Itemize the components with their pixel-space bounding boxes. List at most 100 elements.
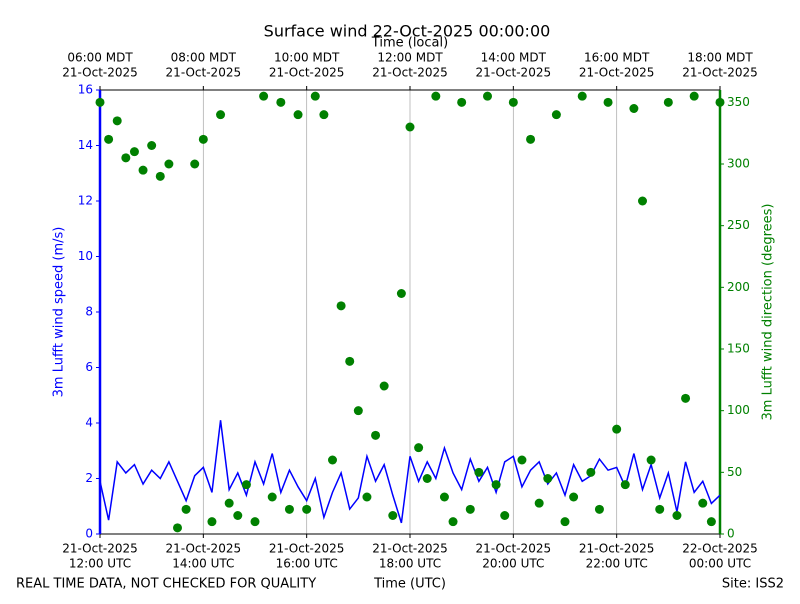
direction-point xyxy=(431,91,441,101)
direction-point xyxy=(594,504,604,514)
direction-point xyxy=(715,97,725,107)
y2-tick-label: 150 xyxy=(727,342,750,356)
x-tick-label: 20:00 UTC xyxy=(482,557,544,571)
x-tick-label: 14:00 UTC xyxy=(172,557,234,571)
direction-point xyxy=(681,393,691,403)
y-tick-label: 0 xyxy=(85,527,93,541)
y2-tick-label: 50 xyxy=(727,465,742,479)
direction-point xyxy=(121,153,131,163)
x-tick-label: 18:00 UTC xyxy=(379,557,441,571)
direction-point xyxy=(534,498,544,508)
footer-note: REAL TIME DATA, NOT CHECKED FOR QUALITY xyxy=(16,577,316,592)
direction-point xyxy=(155,171,165,181)
direction-point xyxy=(164,159,174,169)
direction-point xyxy=(620,480,630,490)
x-tick-label: 21-Oct-2025 xyxy=(62,542,138,556)
x2-tick-label: 16:00 MDT xyxy=(584,51,650,65)
direction-point xyxy=(396,289,406,298)
direction-point xyxy=(603,97,613,107)
direction-point xyxy=(517,455,527,465)
direction-point xyxy=(181,504,191,514)
y-tick-label: 4 xyxy=(85,416,93,430)
direction-point xyxy=(216,110,226,120)
direction-point xyxy=(104,134,114,144)
direction-point xyxy=(276,97,286,107)
direction-point xyxy=(465,504,475,514)
direction-point xyxy=(698,498,708,508)
direction-point xyxy=(319,110,329,120)
direction-point xyxy=(233,511,243,520)
direction-point xyxy=(414,443,424,453)
direction-point xyxy=(655,504,665,514)
x-tick-label: 21-Oct-2025 xyxy=(269,542,345,556)
direction-point xyxy=(190,159,200,169)
direction-point xyxy=(328,455,337,465)
x2-tick-label: 21-Oct-2025 xyxy=(269,66,345,80)
direction-point xyxy=(336,301,346,311)
direction-point xyxy=(439,492,449,502)
direction-point xyxy=(638,196,647,206)
direction-point xyxy=(310,91,320,101)
direction-point xyxy=(500,511,510,520)
x2-axis-title: Time (local) xyxy=(371,36,448,51)
direction-point xyxy=(543,474,553,483)
y-tick-label: 6 xyxy=(85,360,93,374)
x-axis-title: Time (UTC) xyxy=(373,577,446,592)
direction-point xyxy=(173,523,182,533)
x2-tick-label: 14:00 MDT xyxy=(481,51,547,65)
direction-point xyxy=(491,480,501,490)
x2-tick-label: 06:00 MDT xyxy=(67,51,133,65)
x2-tick-label: 21-Oct-2025 xyxy=(166,66,242,80)
direction-point xyxy=(345,356,355,366)
x-tick-label: 00:00 UTC xyxy=(689,557,751,571)
direction-point xyxy=(362,492,372,502)
direction-point xyxy=(577,91,587,101)
direction-point xyxy=(198,134,208,144)
x-tick-label: 22-Oct-2025 xyxy=(682,542,758,556)
x-tick-label: 21-Oct-2025 xyxy=(166,542,242,556)
x-tick-label: 21-Oct-2025 xyxy=(476,542,552,556)
speed-line xyxy=(99,420,721,524)
direction-point xyxy=(259,91,269,101)
direction-point xyxy=(138,165,148,175)
y-tick-label: 16 xyxy=(78,83,93,97)
direction-point xyxy=(147,141,157,150)
y-tick-label: 14 xyxy=(78,138,93,152)
y-tick-label: 10 xyxy=(78,249,93,263)
direction-point xyxy=(388,511,398,520)
direction-point xyxy=(448,517,458,527)
y2-tick-label: 350 xyxy=(727,95,750,109)
direction-point xyxy=(405,122,415,132)
x2-tick-label: 21-Oct-2025 xyxy=(476,66,552,80)
x2-tick-label: 21-Oct-2025 xyxy=(682,66,758,80)
direction-point xyxy=(706,517,716,527)
direction-point xyxy=(293,110,303,120)
direction-point xyxy=(569,492,579,502)
direction-point xyxy=(371,430,381,440)
direction-point xyxy=(508,97,518,107)
direction-point xyxy=(457,97,467,107)
x-tick-label: 16:00 UTC xyxy=(276,557,338,571)
direction-point xyxy=(129,147,139,157)
x2-tick-label: 08:00 MDT xyxy=(171,51,237,65)
chart-title: Surface wind 22-Oct-2025 00:00:00 xyxy=(264,22,551,41)
x2-tick-label: 21-Oct-2025 xyxy=(579,66,655,80)
y2-tick-label: 0 xyxy=(727,527,735,541)
direction-point xyxy=(629,104,639,113)
direction-point xyxy=(483,91,492,101)
direction-point xyxy=(612,424,622,434)
direction-point xyxy=(241,480,251,490)
direction-point xyxy=(689,91,699,101)
x2-tick-label: 21-Oct-2025 xyxy=(62,66,138,80)
direction-point xyxy=(284,504,294,514)
y-tick-label: 12 xyxy=(78,194,93,208)
x2-tick-label: 21-Oct-2025 xyxy=(372,66,448,80)
direction-point xyxy=(353,406,363,416)
footer-site: Site: ISS2 xyxy=(722,577,784,592)
direction-point xyxy=(422,474,432,483)
x-tick-label: 21-Oct-2025 xyxy=(579,542,655,556)
y2-axis-title: 3m Lufft wind direction (degrees) xyxy=(761,204,776,421)
direction-point xyxy=(646,455,656,465)
y2-tick-label: 250 xyxy=(727,218,750,232)
